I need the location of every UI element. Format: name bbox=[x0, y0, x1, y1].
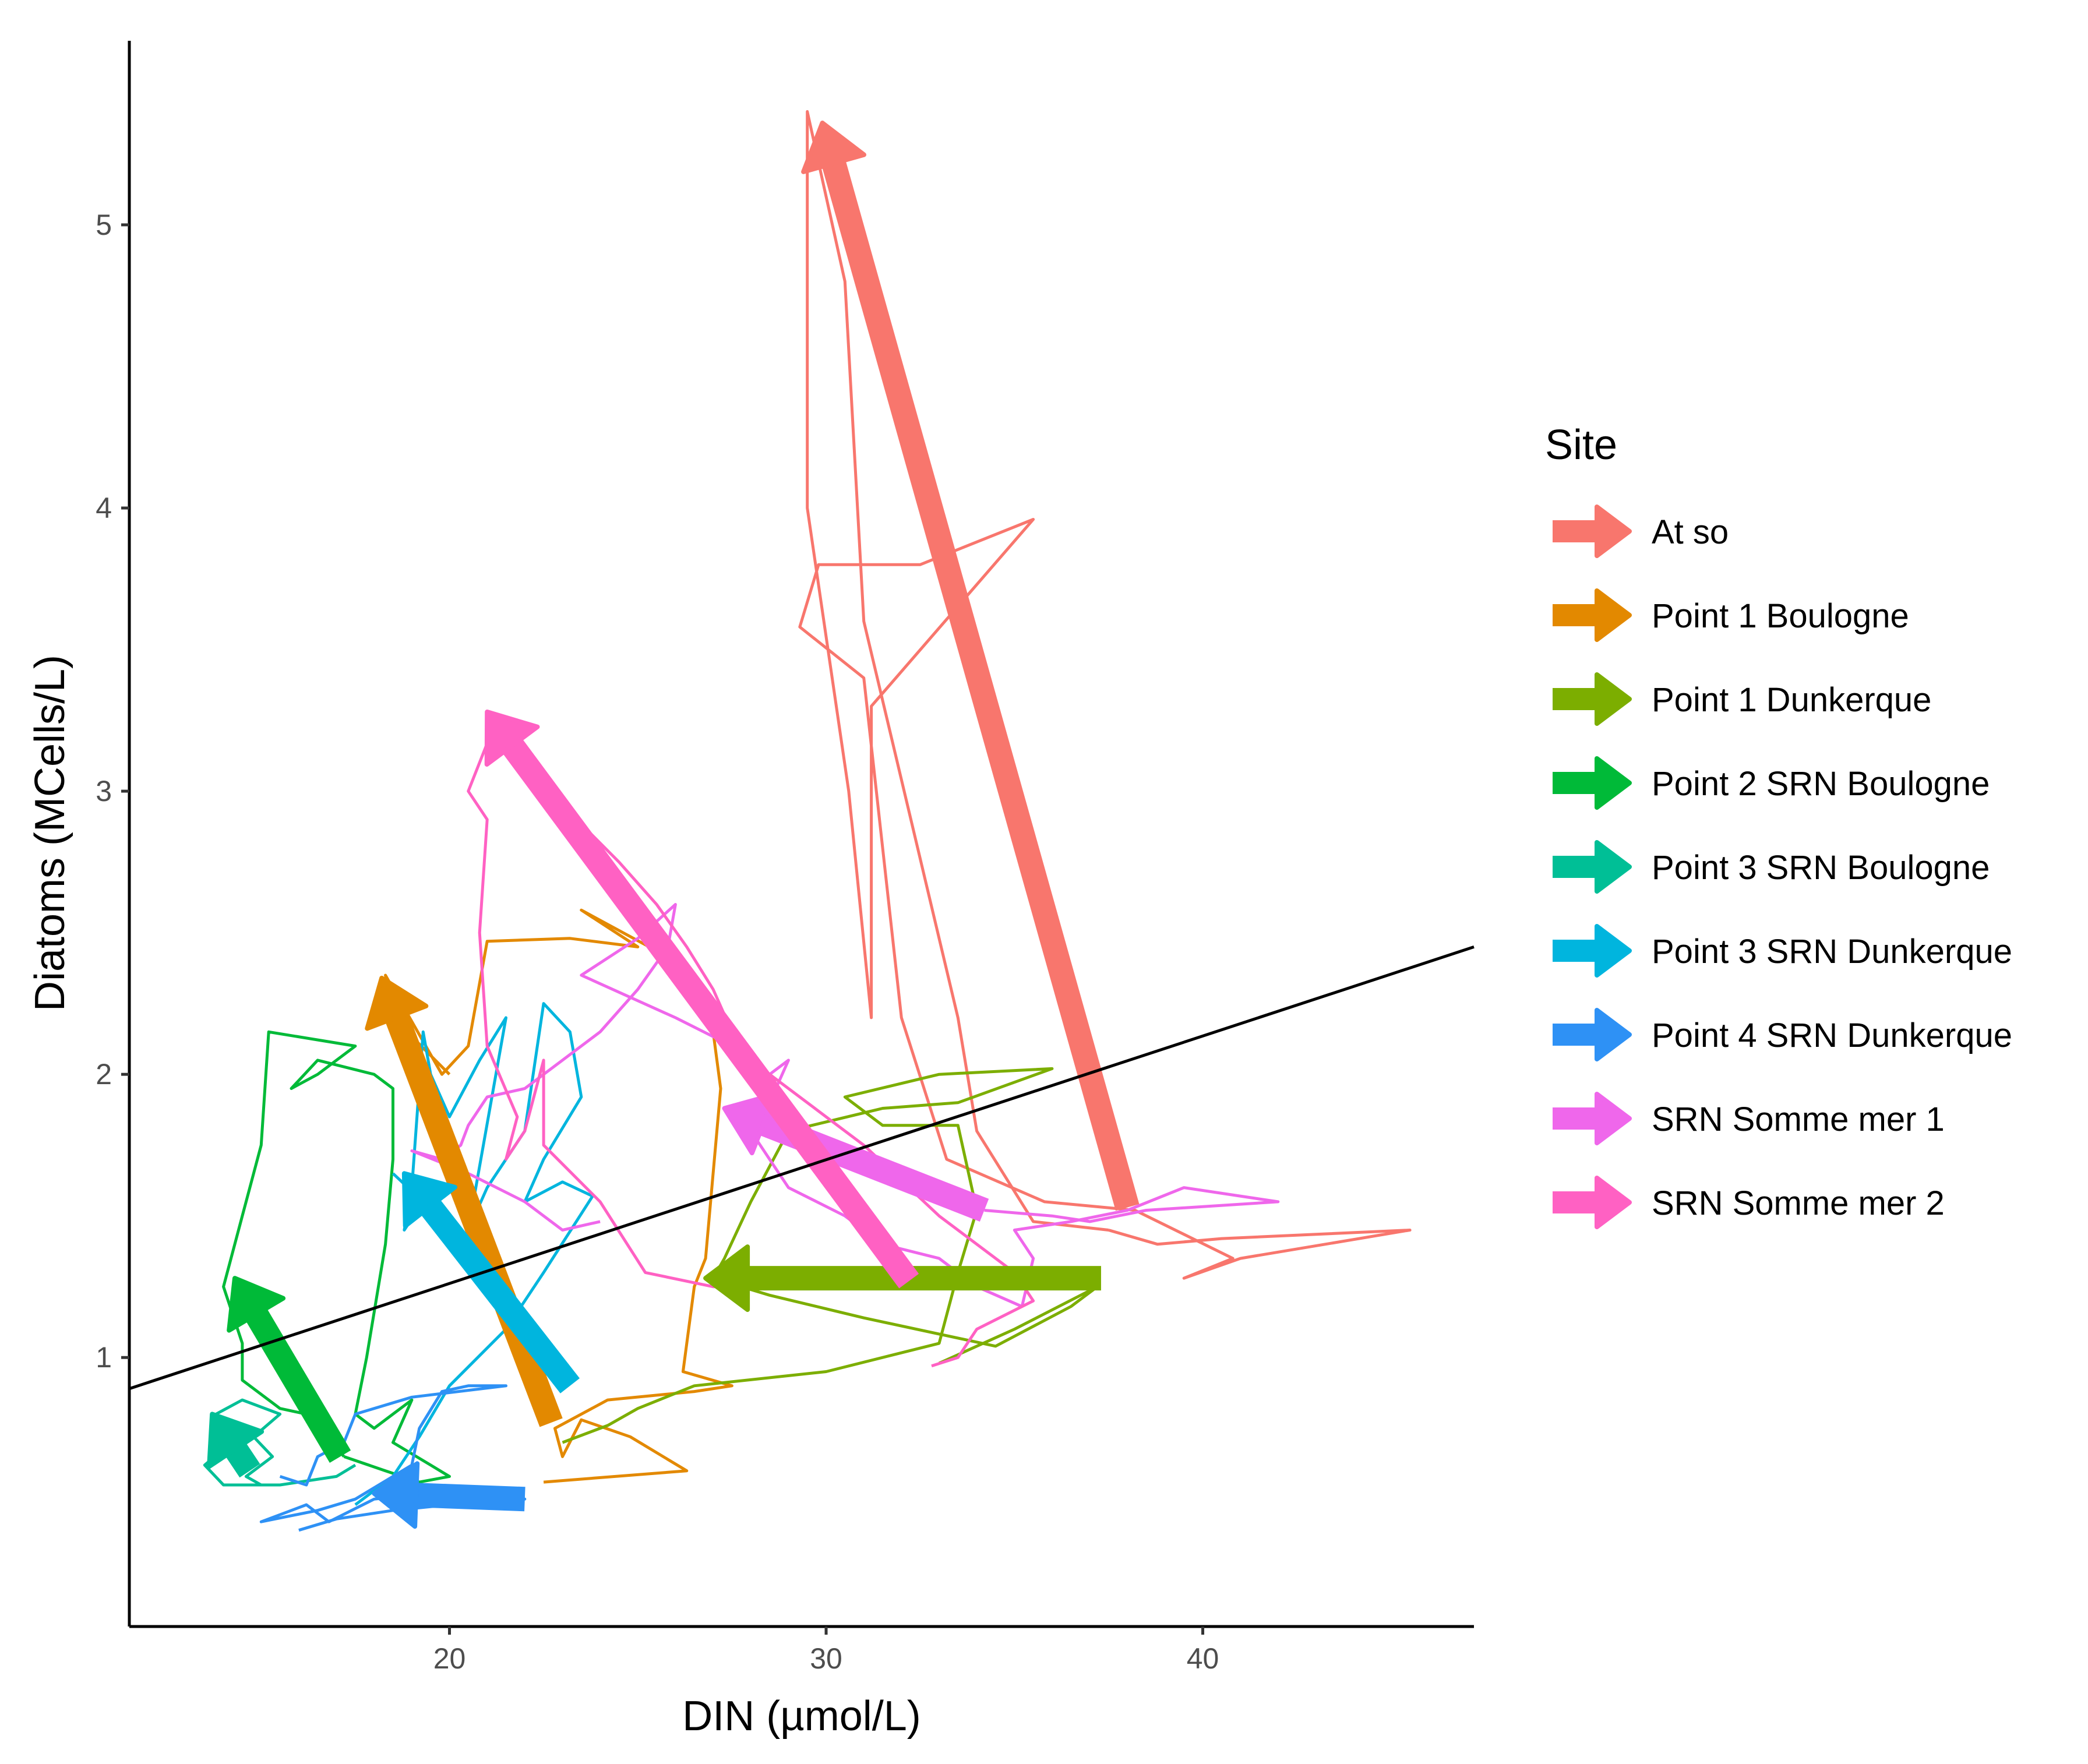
legend-key-7-head bbox=[1595, 1092, 1632, 1145]
series-arrow-6-shaft bbox=[413, 1483, 525, 1512]
series-arrow-8-shaft bbox=[500, 736, 919, 1289]
y-tick-label-1: 2 bbox=[96, 1058, 112, 1091]
legend-key-1-head bbox=[1595, 588, 1632, 642]
series-arrow-5-head bbox=[401, 1171, 457, 1229]
legend-item-1: Point 1 Boulogne bbox=[1553, 588, 1909, 642]
legend-item-0: At so bbox=[1553, 504, 1729, 558]
legend-key-4-head bbox=[1595, 840, 1632, 894]
series-arrow-6-head bbox=[372, 1461, 420, 1529]
x-axis-title: DIN (µmol/L) bbox=[682, 1693, 921, 1740]
y-axis-title: Diatoms (MCells/L) bbox=[27, 655, 73, 1011]
arrow-layer bbox=[207, 121, 1140, 1529]
legend-item-6: Point 4 SRN Dunkerque bbox=[1553, 1008, 2012, 1061]
legend-label-6: Point 4 SRN Dunkerque bbox=[1652, 1017, 2012, 1054]
series-arrow-3-head bbox=[227, 1276, 286, 1333]
legend-item-5: Point 3 SRN Dunkerque bbox=[1553, 924, 2012, 978]
legend-title: Site bbox=[1545, 422, 1617, 468]
series-arrow-4-shaft bbox=[224, 1440, 260, 1478]
legend-key-2-head bbox=[1595, 672, 1632, 726]
x-tick-label-1: 30 bbox=[810, 1642, 842, 1675]
x-tick-label-2: 40 bbox=[1187, 1642, 1219, 1675]
series-arrow-2-head bbox=[703, 1244, 750, 1313]
series-arrow-4-head bbox=[207, 1412, 264, 1469]
legend-label-7: SRN Somme mer 1 bbox=[1652, 1100, 1945, 1138]
regression-line bbox=[129, 945, 1475, 1391]
x-ticks: 20 30 40 bbox=[433, 1627, 1219, 1675]
legend-label-3: Point 2 SRN Boulogne bbox=[1652, 765, 1990, 803]
series-arrow-0-head bbox=[801, 121, 866, 174]
y-tick-label-2: 3 bbox=[96, 775, 112, 807]
legend-item-7: SRN Somme mer 1 bbox=[1553, 1092, 1945, 1145]
legend-item-2: Point 1 Dunkerque bbox=[1553, 672, 1931, 726]
legend-item-3: Point 2 SRN Boulogne bbox=[1553, 756, 1990, 810]
series-path-0 bbox=[798, 110, 1412, 1280]
legend-key-6-head bbox=[1595, 1008, 1632, 1061]
series-arrow-5-shaft bbox=[419, 1197, 580, 1393]
series-path-1 bbox=[384, 908, 733, 1484]
legend: At so Point 1 Boulogne Point 1 Dunkerque Po… bbox=[1553, 504, 2012, 1229]
legend-item-8: SRN Somme mer 2 bbox=[1553, 1176, 1945, 1229]
series-arrow-3-shaft bbox=[244, 1306, 351, 1463]
series-arrow-1-head bbox=[365, 975, 429, 1031]
legend-label-0: At so bbox=[1652, 513, 1729, 551]
legend-label-2: Point 1 Dunkerque bbox=[1652, 681, 1931, 719]
legend-key-8-head bbox=[1595, 1176, 1632, 1229]
series-path-7 bbox=[410, 903, 1280, 1308]
legend-label-4: Point 3 SRN Boulogne bbox=[1652, 849, 1990, 887]
series-layer bbox=[203, 110, 1412, 1532]
legend-label-1: Point 1 Boulogne bbox=[1652, 597, 1909, 635]
x-tick-label-0: 20 bbox=[433, 1642, 466, 1675]
series-path-2 bbox=[562, 1067, 1099, 1444]
series-arrow-8-head bbox=[484, 710, 540, 767]
y-tick-label-3: 4 bbox=[96, 492, 112, 524]
legend-key-5-head bbox=[1595, 924, 1632, 978]
series-arrow-1-shaft bbox=[384, 1010, 563, 1427]
series-arrow-0-shaft bbox=[821, 157, 1140, 1211]
y-tick-label-4: 5 bbox=[96, 209, 112, 241]
series-arrow-7-head bbox=[722, 1092, 778, 1156]
legend-key-0-head bbox=[1595, 504, 1632, 558]
legend-key-3-head bbox=[1595, 756, 1632, 810]
legend-item-4: Point 3 SRN Boulogne bbox=[1553, 840, 1990, 894]
y-tick-label-0: 1 bbox=[96, 1341, 112, 1374]
legend-label-5: Point 3 SRN Dunkerque bbox=[1652, 933, 2012, 971]
y-ticks: 1 2 3 4 5 bbox=[96, 209, 129, 1374]
legend-label-8: SRN Somme mer 2 bbox=[1652, 1184, 1945, 1222]
